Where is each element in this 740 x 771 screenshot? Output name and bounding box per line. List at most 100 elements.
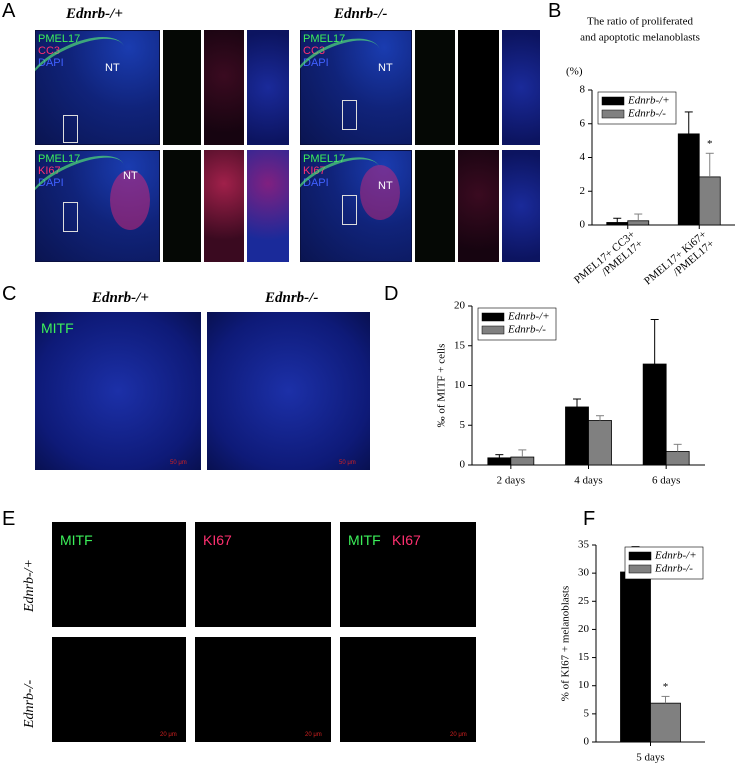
error-bar xyxy=(573,398,581,407)
micrograph: 50 μm xyxy=(207,312,370,470)
micrograph xyxy=(204,30,244,145)
panel-letter: B xyxy=(548,0,562,22)
legend-label: Ednrb-/+ xyxy=(627,95,670,107)
micrograph xyxy=(163,150,201,262)
micrograph xyxy=(415,30,455,145)
x-tick-label: 2 days xyxy=(497,475,525,487)
legend-label: Ednrb-/- xyxy=(507,324,546,336)
micrograph: PMEL17 KI67 DAPI NT xyxy=(300,150,412,262)
legend-swatch xyxy=(481,325,505,335)
panel-letter: D xyxy=(384,283,399,305)
y-tick-label: 5 xyxy=(460,419,466,431)
stain-label: PMEL17 xyxy=(38,33,81,45)
scale-bar: 20 μm xyxy=(450,732,467,738)
bar xyxy=(620,571,651,743)
y-tick-label: 5 xyxy=(584,707,590,719)
legend-label: Ednrb-/- xyxy=(627,108,666,120)
inset-box xyxy=(342,100,357,130)
y-tick-label: 0 xyxy=(460,459,466,471)
genotype-label: Ednrb-/+ xyxy=(66,6,123,22)
chart-title: The ratio of proliferated xyxy=(587,16,693,28)
error-bar xyxy=(596,415,604,421)
y-axis-label: ‰ of MITF + cells xyxy=(436,344,448,428)
y-tick-label: 15 xyxy=(578,651,590,663)
error-bar xyxy=(650,319,659,365)
error-bar xyxy=(661,695,670,704)
legend-swatch xyxy=(601,96,625,106)
stain-label: PMEL17 xyxy=(38,153,81,165)
micrograph xyxy=(247,30,289,145)
bar xyxy=(588,420,612,466)
significance-mark: * xyxy=(663,681,669,693)
y-tick-label: 2 xyxy=(580,185,586,197)
micrograph: MITF KI67 xyxy=(340,522,476,627)
micrograph: MITF xyxy=(52,522,186,627)
micrograph xyxy=(204,150,244,262)
legend-swatch xyxy=(601,109,625,119)
micrograph xyxy=(458,150,499,262)
stain-label: MITF xyxy=(60,532,93,548)
error-bar xyxy=(705,152,714,177)
stain-label: KI67 xyxy=(392,532,421,548)
y-tick-label: 6 xyxy=(580,117,586,129)
error-bar xyxy=(634,213,643,221)
error-bar xyxy=(613,217,622,223)
x-tick-label: 6 days xyxy=(652,475,680,487)
genotype-label: Ednrb-/+ xyxy=(92,290,149,306)
panel-letter: F xyxy=(583,508,596,530)
y-tick-label: 20 xyxy=(578,623,590,635)
genotype-label: Ednrb-/- xyxy=(334,6,388,22)
significance-mark: * xyxy=(707,138,713,150)
panel-letter: E xyxy=(2,508,16,530)
chart-title: and apoptotic melanoblasts xyxy=(580,32,700,44)
micrograph: MITF 50 μm xyxy=(35,312,201,470)
legend-swatch xyxy=(628,564,652,574)
y-tick-label: 0 xyxy=(580,219,586,231)
x-tick-label: 5 days xyxy=(636,752,664,764)
y-tick-label: 8 xyxy=(580,84,586,96)
panel-letter: C xyxy=(2,283,17,305)
y-axis-label: (%) xyxy=(566,66,583,78)
y-tick-label: 35 xyxy=(578,539,590,551)
error-bar xyxy=(684,111,693,134)
y-tick-label: 30 xyxy=(578,567,590,579)
legend-swatch xyxy=(481,312,505,322)
panel-letter: A xyxy=(2,0,16,22)
scale-bar: 20 μm xyxy=(160,732,177,738)
bar xyxy=(698,176,721,226)
stain-label: KI67 xyxy=(203,532,232,548)
micrograph: 20 μm xyxy=(52,637,186,742)
y-tick-label: 25 xyxy=(578,595,590,607)
bar xyxy=(642,363,667,466)
bar xyxy=(650,702,681,743)
bar xyxy=(606,222,629,226)
scale-bar: 50 μm xyxy=(170,460,187,466)
error-bar xyxy=(495,454,504,458)
legend-swatch xyxy=(628,551,652,561)
micrograph: PMEL17 CC3 DAPI NT xyxy=(35,30,160,145)
legend-label: Ednrb-/+ xyxy=(507,311,550,323)
bar xyxy=(510,456,535,466)
x-tick-label: PMEL17+ Ki67+/PMEL17+ xyxy=(642,228,717,296)
y-tick-label: 0 xyxy=(584,736,590,748)
bar xyxy=(565,406,589,466)
scale-bar: 50 μm xyxy=(339,460,356,466)
micrograph xyxy=(163,30,201,145)
bar xyxy=(487,457,512,466)
x-tick-label: 4 days xyxy=(574,475,602,487)
y-tick-label: 4 xyxy=(580,151,586,163)
micrograph xyxy=(458,30,499,145)
micrograph: PMEL17 KI67 DAPI NT xyxy=(35,150,160,262)
micrograph: PMEL17 CC3 DAPI NT xyxy=(300,30,412,145)
inset-box xyxy=(63,115,78,143)
stain-label: MITF xyxy=(348,532,381,548)
bar xyxy=(627,220,650,226)
micrograph: 20 μm xyxy=(340,637,476,742)
micrograph: KI67 xyxy=(195,522,331,627)
micrograph xyxy=(415,150,455,262)
scale-bar: 20 μm xyxy=(305,732,322,738)
legend-label: Ednrb-/- xyxy=(654,563,693,575)
stain-label: MITF xyxy=(41,320,74,336)
